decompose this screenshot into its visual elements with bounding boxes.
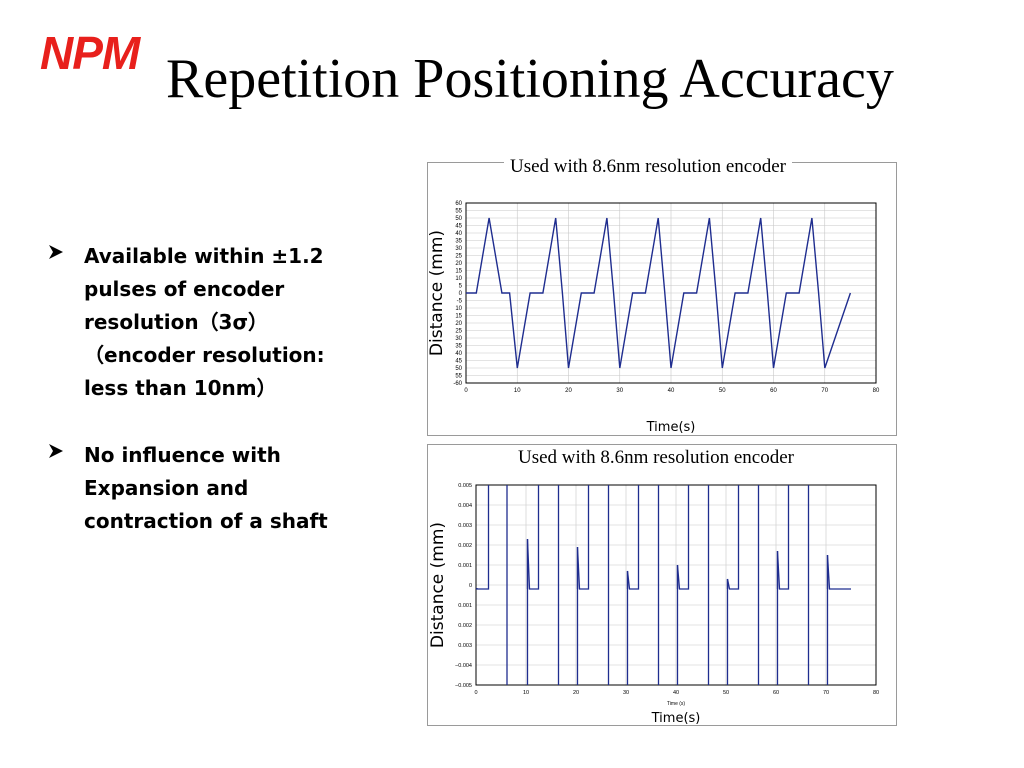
arrow-bullet-icon bbox=[46, 240, 84, 267]
bullet-line: No influence with bbox=[84, 443, 281, 467]
y-tick-label: 45 bbox=[455, 224, 462, 230]
y-tick-label: 0.002 bbox=[458, 543, 472, 549]
bullet-line: pulses of encoder bbox=[84, 277, 285, 301]
x-tick-label: 20 bbox=[573, 690, 579, 696]
arrow-bullet-icon bbox=[46, 439, 84, 466]
bullet-line: （encoder resolution: bbox=[84, 343, 325, 367]
x-tick-label: 20 bbox=[565, 388, 572, 394]
y-tick-label: 15 bbox=[455, 314, 462, 320]
y-tick-label: 55 bbox=[455, 374, 462, 380]
bullet-line: Available within ±1.2 bbox=[84, 244, 324, 268]
y-tick-label: 0.002 bbox=[458, 623, 472, 629]
y-tick-label: 0.003 bbox=[458, 523, 472, 529]
x-tick-label: 60 bbox=[770, 388, 777, 394]
y-tick-label: 0.004 bbox=[458, 503, 472, 509]
y-tick-label: 25 bbox=[455, 254, 462, 260]
x-tick-label: 70 bbox=[823, 690, 829, 696]
x-tick-label: 70 bbox=[821, 388, 828, 394]
x-axis-label: Time(s) bbox=[651, 711, 701, 725]
chart-title: Used with 8.6nm resolution encoder bbox=[512, 447, 800, 469]
y-axis-label: Distance (mm) bbox=[428, 230, 447, 356]
y-tick-label: 35 bbox=[455, 239, 462, 245]
y-tick-label: 0 bbox=[459, 291, 463, 297]
chart-plot: 0.005 0.004 0.003 0.002 0.001 0 0.001 0.002 0.00… bbox=[428, 483, 879, 725]
x-tick-label: 30 bbox=[623, 690, 629, 696]
x-tick-label: 10 bbox=[514, 388, 521, 394]
x-axis-label: Time(s) bbox=[646, 420, 696, 435]
y-tick-label: 0.001 bbox=[458, 603, 472, 609]
bullet-list: Available within ±1.2 pulses of encoder … bbox=[46, 240, 376, 572]
bullet-item-shaft: No influence with Expansion and contract… bbox=[46, 439, 376, 538]
x-axis-sublabel: Time (s) bbox=[667, 701, 685, 707]
chart-title: Used with 8.6nm resolution encoder bbox=[504, 156, 792, 178]
bullet-line: contraction of a shaft bbox=[84, 509, 328, 533]
y-tick-label: 20 bbox=[455, 261, 462, 267]
y-tick-label: 0.005 bbox=[458, 483, 472, 489]
y-tick-label: 20 bbox=[455, 321, 462, 327]
chart-plot: 605550454035302520151050-510152025303540… bbox=[428, 201, 880, 435]
y-tick-label: 60 bbox=[455, 201, 462, 207]
y-tick-label: 5 bbox=[459, 284, 463, 290]
y-tick-label: 50 bbox=[455, 216, 462, 222]
bullet-line: less than 10nm） bbox=[84, 376, 277, 400]
y-tick-label: −0.005 bbox=[455, 683, 472, 689]
y-tick-label: 45 bbox=[455, 359, 462, 365]
y-tick-label: 25 bbox=[455, 329, 462, 335]
x-tick-label: 40 bbox=[668, 388, 675, 394]
y-tick-label: 50 bbox=[455, 366, 462, 372]
y-tick-label: 0.001 bbox=[458, 563, 472, 569]
y-axis-label: Distance (mm) bbox=[428, 522, 448, 648]
bullet-line: Expansion and bbox=[84, 476, 249, 500]
y-tick-label: 35 bbox=[455, 344, 462, 350]
x-tick-label: 50 bbox=[723, 690, 729, 696]
slide-title: Repetition Positioning Accuracy bbox=[166, 48, 894, 110]
x-tick-label: 30 bbox=[616, 388, 623, 394]
x-tick-label: 60 bbox=[773, 690, 779, 696]
npm-logo: NPM bbox=[40, 27, 140, 79]
y-tick-label: 10 bbox=[455, 276, 462, 282]
y-tick-label: 0.003 bbox=[458, 643, 472, 649]
series-line bbox=[476, 485, 851, 685]
y-tick-label: −0.004 bbox=[455, 663, 472, 669]
bullet-line: resolution（3σ） bbox=[84, 310, 269, 334]
x-tick-label: 0 bbox=[474, 690, 477, 696]
x-tick-label: 40 bbox=[673, 690, 679, 696]
chart-triangle-wave: Used with 8.6nm resolution encoder 60 55 5… bbox=[427, 156, 897, 436]
series-line bbox=[466, 217, 852, 369]
y-tick-label: 10 bbox=[455, 306, 462, 312]
y-tick-label: 15 bbox=[455, 269, 462, 275]
x-tick-label: 50 bbox=[719, 388, 726, 394]
y-tick-label: 0 bbox=[469, 583, 472, 589]
y-tick-label: 30 bbox=[455, 336, 462, 342]
bullet-item-accuracy: Available within ±1.2 pulses of encoder … bbox=[46, 240, 376, 405]
chart-step-response: Used with 8.6nm resolution encoder 0.005… bbox=[427, 444, 897, 726]
x-tick-label: 80 bbox=[873, 388, 880, 394]
y-tick-label: -5 bbox=[457, 299, 463, 305]
y-tick-label: 40 bbox=[455, 351, 462, 357]
y-tick-label: 55 bbox=[455, 209, 462, 215]
y-tick-label: -60 bbox=[453, 381, 462, 387]
y-tick-label: 40 bbox=[455, 231, 462, 237]
y-tick-label: 30 bbox=[455, 246, 462, 252]
x-tick-label: 10 bbox=[523, 690, 529, 696]
x-tick-label: 0 bbox=[464, 388, 468, 394]
x-tick-label: 80 bbox=[873, 690, 879, 696]
plot-border bbox=[475, 484, 877, 686]
